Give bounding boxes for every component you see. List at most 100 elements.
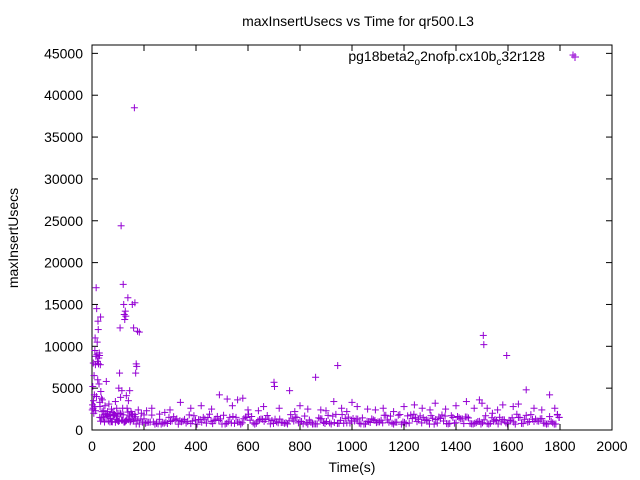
data-point [93,338,101,346]
data-point [291,408,299,416]
data-point [270,378,278,386]
data-point [516,413,524,421]
data-point [508,414,516,422]
data-point [114,409,122,417]
data-point [132,413,140,421]
data-point [507,417,515,425]
data-point [96,352,104,360]
data-point [489,417,497,425]
data-point [538,415,546,423]
data-point [126,418,134,426]
data-point [478,399,486,407]
data-point [549,419,557,427]
data-point [280,419,288,427]
data-point [296,402,304,410]
data-point [240,415,248,423]
data-point [353,403,361,411]
data-point [343,408,351,416]
data-point [286,387,294,395]
data-point [140,411,148,419]
data-point [209,420,217,428]
x-tick-label: 0 [88,438,96,454]
data-point [304,405,312,413]
data-point [312,373,320,381]
data-point [449,413,457,421]
data-point [424,417,432,425]
data-point [215,391,223,399]
data-point [301,412,309,420]
data-point [238,419,246,427]
data-point [95,360,102,368]
x-tick-label: 1800 [544,438,575,454]
data-point [330,398,338,406]
data-point [237,420,245,428]
data-point [538,406,546,414]
data-point [130,324,138,332]
data-point [319,419,327,427]
data-point [148,404,156,412]
data-point [405,419,413,427]
data-point [119,280,127,288]
data-point [322,407,330,415]
x-tick-label: 200 [132,438,156,454]
data-point [162,418,170,426]
data-point [455,414,463,422]
x-axis-label: Time(s) [329,459,376,475]
data-point [108,405,115,413]
data-point [117,222,125,230]
data-point [394,411,402,419]
data-point [415,415,423,423]
data-point [116,369,124,377]
data-point [385,418,393,426]
data-point [116,324,124,332]
data-point [254,407,262,415]
data-point [372,419,380,427]
data-point [133,362,141,370]
data-point [337,416,345,424]
data-point [167,417,175,425]
plot-frame [91,44,613,431]
data-point [479,331,487,339]
data-point [369,416,377,424]
data-point [135,328,143,336]
data-point [290,417,298,425]
data-point [182,419,190,427]
legend-series-label: pg18beta2o2nofp.cx10bc32r128 [348,48,545,68]
legend-marker [571,53,579,61]
data-point [463,413,471,421]
data-point [460,420,468,428]
data-point [148,411,156,419]
data-point [113,412,121,420]
data-point [118,387,126,395]
data-point [411,414,419,422]
x-axis: 0 200 400 600 800 1000 1200 1400 1600 1800 2000 [88,45,628,454]
data-point [97,417,105,425]
x-tick-label: 600 [236,438,260,454]
data-point [338,411,346,419]
data-point [358,414,366,422]
y-tick-label: 5000 [52,380,83,396]
data-point [429,414,437,422]
data-point [120,311,128,318]
data-point [97,313,105,321]
data-point [119,411,127,419]
data-point [315,414,323,422]
data-point [317,406,325,414]
data-point [265,415,273,423]
data-point [469,420,477,428]
data-point [287,411,295,419]
data-point [410,410,418,418]
data-point [426,406,434,414]
data-point [396,411,404,419]
data-point [294,419,302,427]
y-tick-label: 15000 [44,296,83,312]
data-points [88,51,577,428]
data-point [127,408,135,416]
data-point [402,420,410,428]
data-point [244,406,252,414]
data-point [94,317,102,325]
data-point [110,412,118,420]
data-point [503,420,511,428]
data-point [348,398,356,406]
chart-title: maxInsertUsecs vs Time for qr500.L3 [242,13,474,29]
